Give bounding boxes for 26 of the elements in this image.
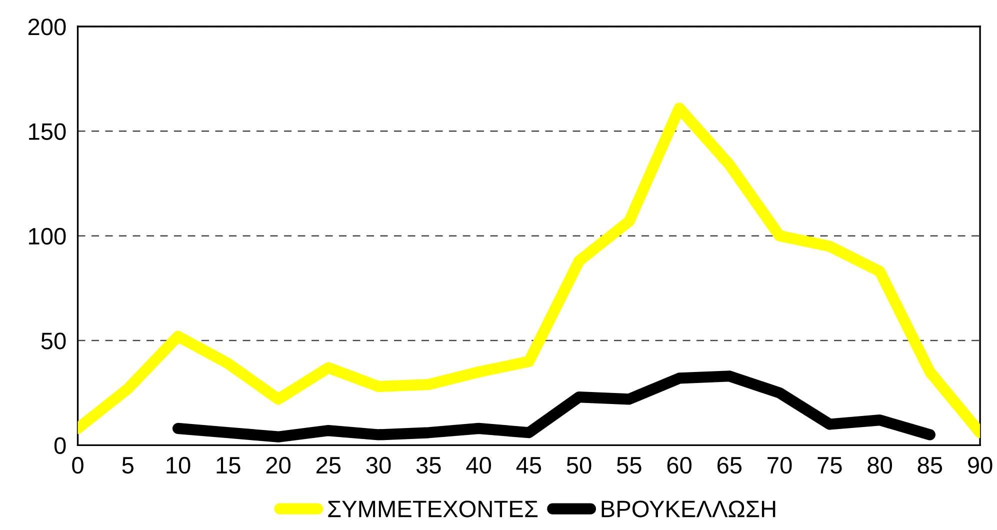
x-tick-label: 60 [667,456,692,474]
x-tick-label: 70 [768,456,792,474]
x-tick-label: 85 [918,456,942,474]
legend-label: ΒΡΟΥΚΕΛΛΩΣΗ [602,500,776,518]
x-tick-label: 25 [316,456,341,474]
x-tick-label: 45 [516,457,542,474]
y-tick-label: 50 [41,332,66,350]
x-tick-label: 90 [968,456,992,474]
x-tick-label: 40 [466,456,491,474]
x-tick-label: 65 [717,456,742,474]
y-tick-label: 150 [29,123,66,140]
x-tick-label: 10 [166,456,190,474]
y-tick-label: 200 [28,18,66,36]
y-tick-label: 0 [54,437,66,454]
x-tick-label: 30 [366,456,391,474]
x-tick-label: 15 [216,457,240,474]
x-tick-label: 20 [266,456,290,474]
x-tick-label: 75 [818,457,842,474]
x-tick-label: 55 [616,457,642,474]
y-tick-label: 100 [29,228,66,245]
x-tick-label: 50 [566,456,592,474]
x-tick-label: 80 [868,456,892,474]
x-tick-label: 0 [72,456,84,474]
x-tick-label: 5 [122,457,134,474]
legend-label: ΣΥΜΜΕΤΕΧΟΝΤΕΣ [328,500,538,518]
x-tick-label: 35 [416,456,441,474]
